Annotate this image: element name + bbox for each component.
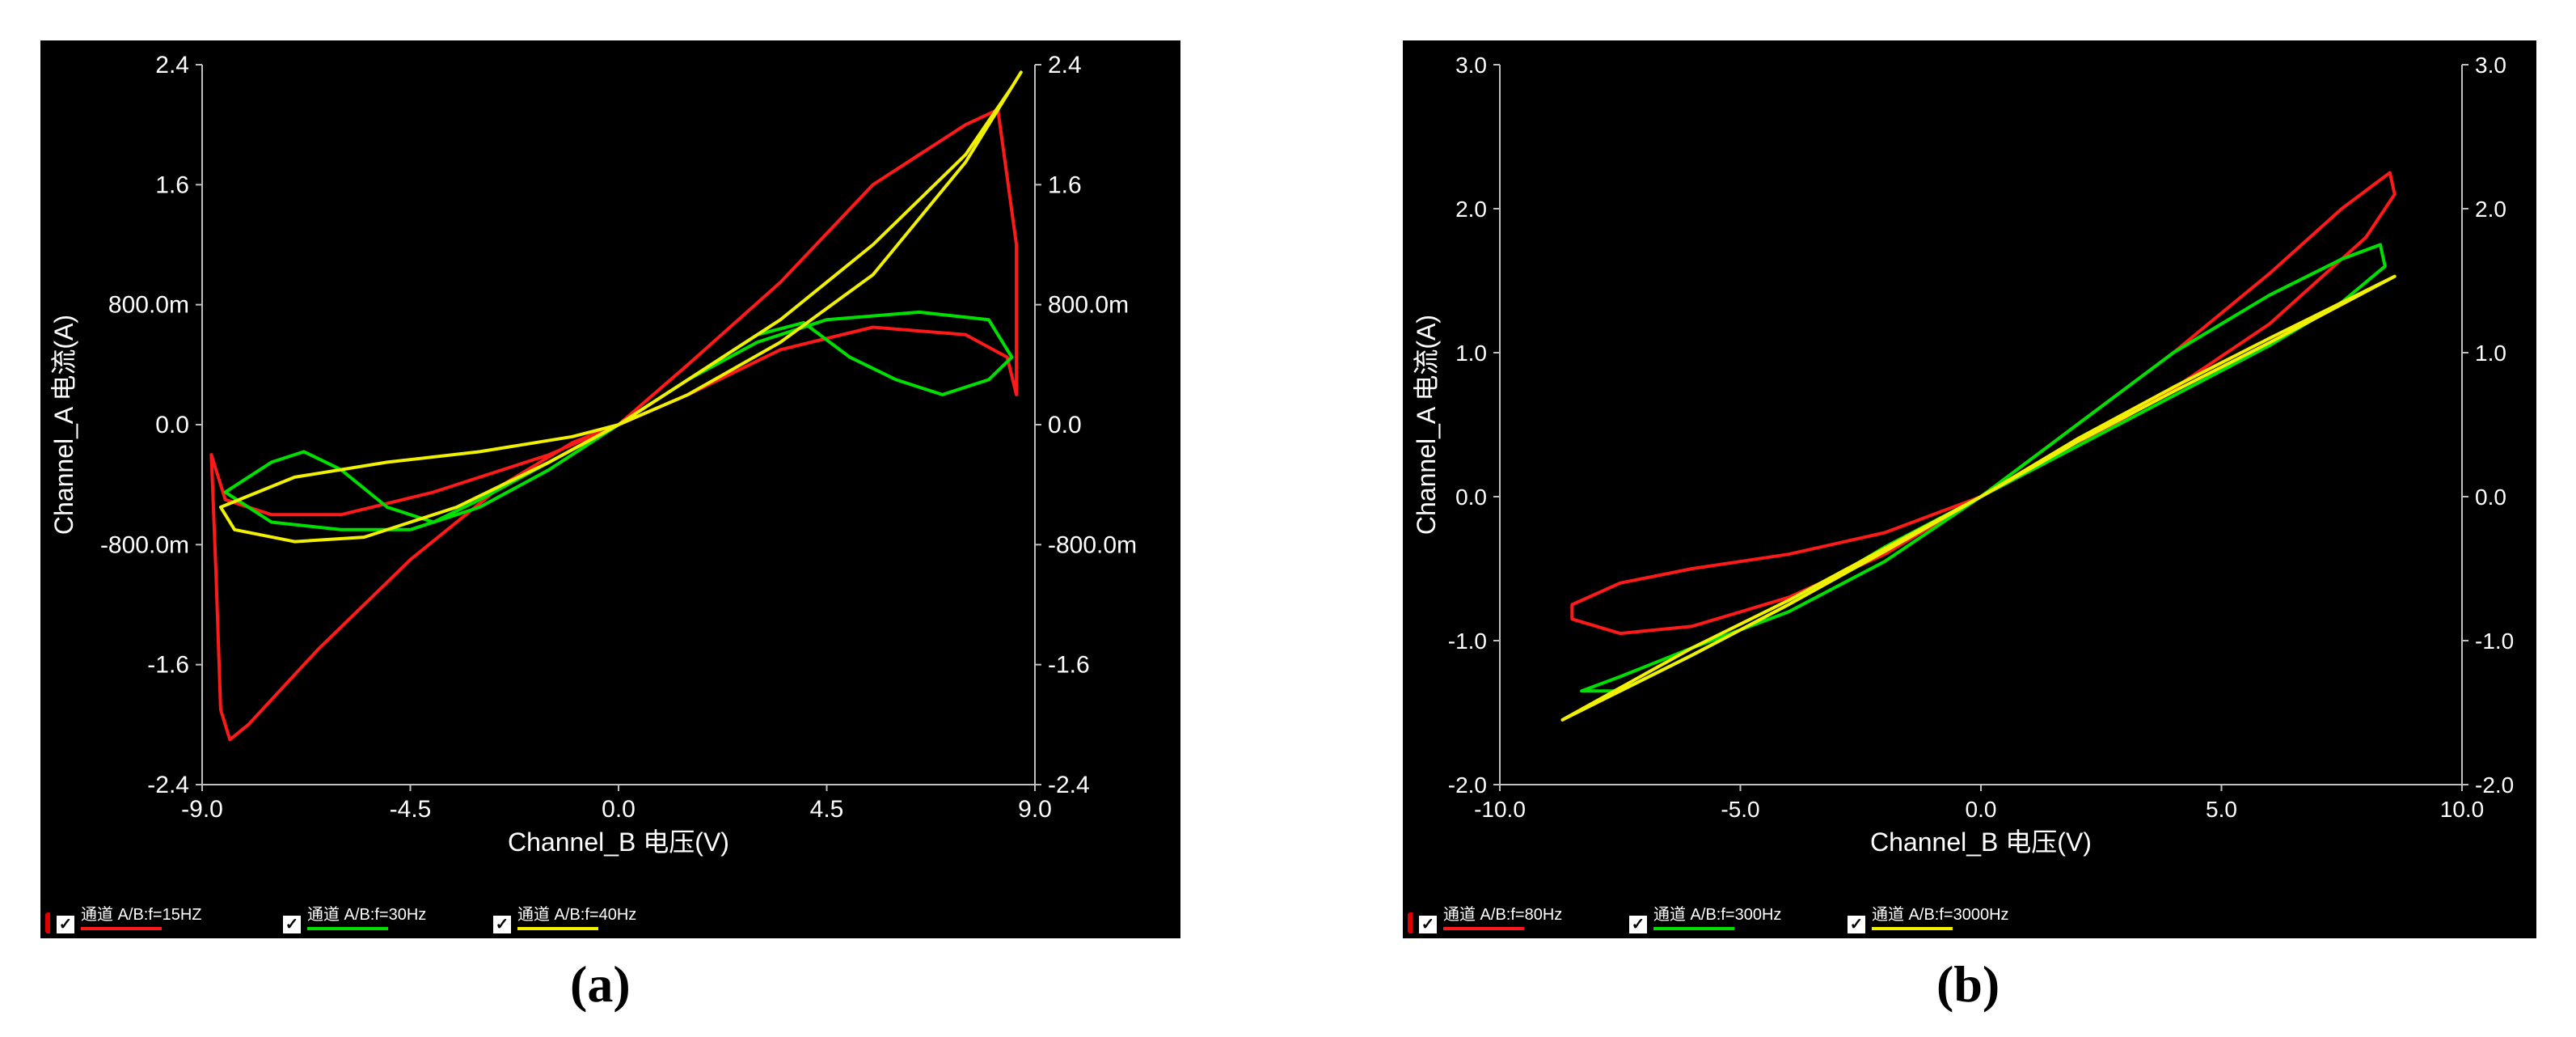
x-tick-label: 5.0: [2206, 797, 2237, 822]
legend-label: 通道 A/B:f=40Hz: [517, 906, 637, 924]
y-tick-label-right: 3.0: [2475, 53, 2506, 78]
x-tick-label: 4.5: [810, 796, 844, 823]
checkbox-checked-icon[interactable]: ✓: [1629, 916, 1647, 933]
y-tick-label-right: -2.0: [2475, 772, 2514, 798]
y-tick-label-right: -1.6: [1048, 652, 1090, 679]
y-tick-label-right: 1.0: [2475, 341, 2506, 366]
legend-swatch: [81, 927, 162, 930]
y-tick-label-left: 800.0m: [108, 292, 189, 319]
caption-a: (a): [570, 955, 631, 1013]
x-tick-label: 10.0: [2440, 797, 2485, 822]
y-tick-label-left: -1.0: [1448, 629, 1487, 654]
y-tick-label-right: -800.0m: [1048, 531, 1137, 558]
x-tick-label: -5.0: [1721, 797, 1759, 822]
legend-label: 通道 A/B:f=80Hz: [1443, 906, 1563, 924]
y-tick-label-left: 1.0: [1455, 341, 1487, 366]
caption-b: (b): [1936, 955, 2000, 1013]
y-tick-label-left: 0.0: [155, 412, 189, 438]
y-tick-label-right: -1.0: [2475, 629, 2514, 654]
y-tick-label-left: 3.0: [1455, 53, 1487, 78]
x-tick-label: 0.0: [1966, 797, 1997, 822]
x-axis-title: Channel_B 电压(V): [508, 827, 729, 857]
y-axis-title: Channel_A 电流(A): [49, 315, 78, 535]
y-tick-label-right: 0.0: [2475, 485, 2506, 510]
y-tick-label-right: 2.4: [1048, 52, 1082, 78]
x-tick-label: -9.0: [181, 796, 223, 823]
legend-label: 通道 A/B:f=15HZ: [81, 906, 202, 924]
chart-panel-b: 3.0 3.0 2.0 2.0 1.0 1.0 0.0 0.0 -1.0 -1.0 -2.0 -2.0…: [1403, 40, 2536, 938]
chart-b: 3.0 3.0 2.0 2.0 1.0 1.0 0.0 0.0 -1.0 -1.0 -2.0 -2.0…: [1412, 53, 2514, 857]
checkbox-checked-icon[interactable]: ✓: [1419, 916, 1437, 933]
y-tick-label-right: 1.6: [1048, 171, 1082, 198]
checkbox-checked-icon[interactable]: ✓: [493, 916, 511, 933]
y-tick-label-left: -800.0m: [100, 531, 189, 558]
legend-label: 通道 A/B:f=30Hz: [307, 906, 427, 924]
y-tick-label-left: -2.0: [1448, 772, 1487, 798]
y-tick-label-left: 2.0: [1455, 197, 1487, 222]
x-axis-title: Channel_B 电压(V): [1870, 827, 2092, 857]
series-line: [218, 70, 1023, 544]
legend-label: 通道 A/B:f=3000Hz: [1872, 906, 2009, 924]
legend-swatch: [1872, 927, 1953, 930]
chart-panel-a: 2.4 2.4 1.6 1.6 800.0m 800.0m 0.0 0.0 -800.0m -80…: [40, 40, 1180, 938]
y-tick-label-right: 0.0: [1048, 412, 1082, 438]
chart-a: 2.4 2.4 1.6 1.6 800.0m 800.0m 0.0 0.0 -800.0m -80…: [49, 52, 1137, 857]
checkbox-checked-icon[interactable]: ✓: [57, 916, 74, 933]
legend-swatch: [307, 927, 388, 930]
legend-marker-icon: [1408, 912, 1413, 933]
legend-marker-icon: [45, 912, 50, 933]
x-tick-label: -4.5: [390, 796, 432, 823]
y-tick-label-left: -2.4: [147, 772, 189, 798]
y-tick-label-left: 0.0: [1455, 485, 1487, 510]
series-line: [223, 310, 1014, 531]
y-tick-label-right: -2.4: [1048, 772, 1090, 798]
series-line: [1570, 171, 2397, 636]
y-axis-title: Channel_A 电流(A): [1412, 315, 1441, 535]
checkbox-checked-icon[interactable]: ✓: [1848, 916, 1865, 933]
y-tick-label-right: 2.0: [2475, 197, 2506, 222]
y-tick-label-left: 1.6: [155, 171, 189, 198]
y-tick-label-left: -1.6: [147, 652, 189, 679]
x-tick-label: 9.0: [1018, 796, 1052, 823]
y-tick-label-right: 800.0m: [1048, 292, 1129, 319]
x-tick-label: 0.0: [602, 796, 636, 823]
series-line: [1560, 274, 2397, 722]
x-tick-label: -10.0: [1474, 797, 1526, 822]
legend-swatch: [1443, 927, 1524, 930]
legend-swatch: [1653, 927, 1734, 930]
legend-swatch: [517, 927, 598, 930]
legend-label: 通道 A/B:f=300Hz: [1653, 906, 1782, 924]
y-tick-label-left: 2.4: [155, 52, 189, 78]
checkbox-checked-icon[interactable]: ✓: [283, 916, 301, 933]
